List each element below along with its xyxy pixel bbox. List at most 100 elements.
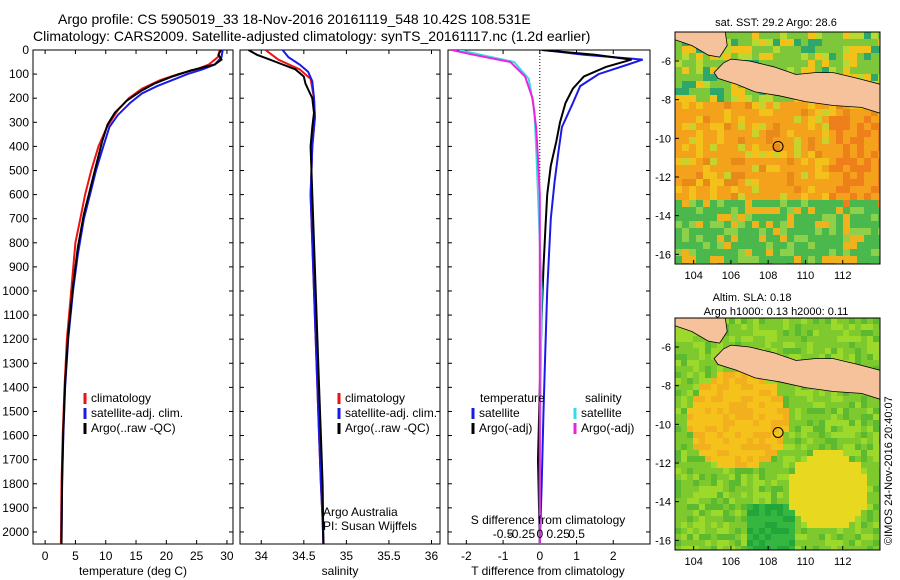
map-cell [759, 444, 766, 451]
map-cell [850, 109, 858, 117]
map-cell [741, 324, 748, 331]
map-cell [864, 235, 872, 243]
map-cell [857, 123, 865, 131]
map-cell [710, 53, 718, 61]
map-cell [783, 336, 790, 343]
map-cell [693, 414, 700, 421]
map-cell [801, 200, 809, 208]
map-cell [724, 193, 732, 201]
map-cell [801, 450, 808, 457]
map-cell [849, 528, 856, 535]
map-cell [795, 342, 802, 349]
map-cell [864, 151, 872, 159]
map-cell [831, 534, 838, 541]
legend-label: climatology [91, 391, 151, 405]
map-cell [675, 534, 682, 541]
map-cell [687, 528, 694, 535]
map-cell [752, 130, 760, 138]
sla-map-title-1: Altim. SLA: 0.18 [713, 292, 792, 304]
map-cell [771, 438, 778, 445]
map-cell [873, 474, 880, 481]
map-cell [878, 158, 880, 166]
map-cell [681, 462, 688, 469]
map-cell [871, 256, 879, 264]
map-cell [780, 102, 788, 110]
map-cell [864, 221, 872, 229]
map-cell [759, 510, 766, 517]
map-cell [723, 468, 730, 475]
map-cell [711, 456, 718, 463]
map-cell [681, 390, 688, 397]
map-cell [789, 318, 796, 325]
map-cell [765, 342, 772, 349]
map-cell [705, 528, 712, 535]
map-cell [873, 450, 880, 457]
map-cell [699, 372, 706, 379]
map-cell [765, 480, 772, 487]
map-cell [831, 324, 838, 331]
map-cell [843, 510, 850, 517]
map-cell [753, 444, 760, 451]
map-cell [724, 46, 732, 54]
map-cell [857, 221, 865, 229]
map-cell [724, 186, 732, 194]
map-cell [822, 158, 830, 166]
map-cell [813, 396, 820, 403]
map-cell [787, 186, 795, 194]
map-cell [699, 468, 706, 475]
map-cell [773, 228, 781, 236]
map-cell [871, 193, 879, 201]
map-cell [855, 348, 862, 355]
map-cell [794, 116, 802, 124]
map-cell [815, 249, 823, 257]
map-cell [675, 324, 682, 331]
map-cell [747, 474, 754, 481]
map-cell [699, 378, 706, 385]
map-cell [731, 95, 739, 103]
map-cell [771, 348, 778, 355]
map-cell [878, 46, 880, 54]
map-cell [813, 522, 820, 529]
map-cell [675, 378, 682, 385]
map-cell [703, 193, 711, 201]
map-cell [759, 474, 766, 481]
map-cell [724, 137, 732, 145]
map-cell [801, 130, 809, 138]
map-cell [681, 402, 688, 409]
map-cell [837, 546, 844, 550]
map-cell [861, 504, 868, 511]
map-cell [681, 348, 688, 355]
map-cell [819, 522, 826, 529]
map-cell [822, 172, 830, 180]
map-cell [807, 432, 814, 439]
map-cell [873, 534, 880, 541]
map-cell [813, 498, 820, 505]
map-cell [731, 130, 739, 138]
map-cell [857, 116, 865, 124]
map-cell [783, 444, 790, 451]
map-cell [675, 456, 682, 463]
map-cell [703, 165, 711, 173]
map-cell [711, 540, 718, 547]
map-cell [735, 540, 742, 547]
map-cell [766, 193, 774, 201]
depth-tick-label: 600 [9, 188, 29, 202]
map-cell [771, 474, 778, 481]
map-cell [741, 504, 748, 511]
map-cell [843, 46, 851, 54]
map-cell [741, 516, 748, 523]
map-cell [829, 67, 837, 75]
map-cell [765, 492, 772, 499]
s-diff-tick-label: 0.5 [568, 527, 585, 541]
map-cell [766, 39, 774, 47]
map-cell [699, 540, 706, 547]
map-cell [753, 462, 760, 469]
map-cell [693, 366, 700, 373]
map-cell [759, 396, 766, 403]
map-cell [808, 235, 816, 243]
map-cell [771, 420, 778, 427]
map-cell [857, 109, 865, 117]
map-cell [735, 480, 742, 487]
map-cell [717, 179, 725, 187]
map-cell [871, 221, 879, 229]
